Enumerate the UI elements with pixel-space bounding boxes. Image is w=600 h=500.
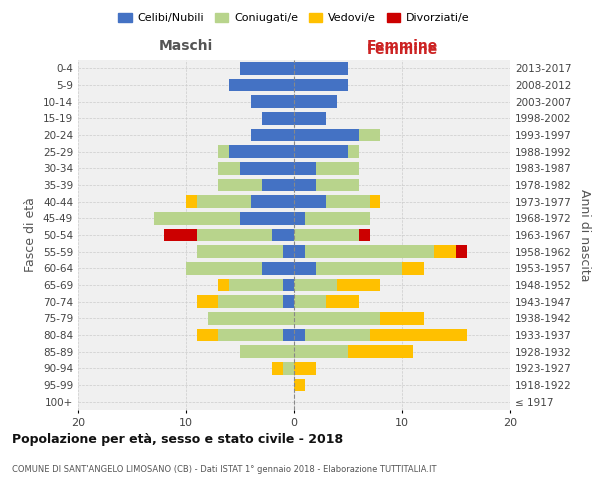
Bar <box>229 146 294 158</box>
Legend: Celibi/Nubili, Coniugati/e, Vedovi/e, Divorziati/e: Celibi/Nubili, Coniugati/e, Vedovi/e, Di… <box>114 8 474 28</box>
Bar <box>197 246 283 258</box>
Bar <box>240 162 294 174</box>
Bar <box>240 62 294 74</box>
Bar <box>262 112 294 124</box>
Bar <box>370 329 467 341</box>
Text: Femmine: Femmine <box>367 42 437 56</box>
Bar <box>294 229 359 241</box>
Bar <box>294 96 337 108</box>
Bar <box>272 362 283 374</box>
Text: Femmine: Femmine <box>367 39 437 53</box>
Bar <box>359 129 380 141</box>
Bar <box>294 279 337 291</box>
Bar <box>316 162 359 174</box>
Bar <box>294 296 326 308</box>
Bar <box>218 146 229 158</box>
Bar <box>294 79 348 92</box>
Bar <box>380 312 424 324</box>
Bar <box>251 196 294 208</box>
Bar <box>434 246 456 258</box>
Bar <box>197 196 251 208</box>
Bar <box>294 246 305 258</box>
Bar <box>294 346 348 358</box>
Bar <box>218 279 229 291</box>
Bar <box>305 329 370 341</box>
Bar <box>294 379 305 391</box>
Bar <box>326 296 359 308</box>
Bar <box>283 246 294 258</box>
Y-axis label: Fasce di età: Fasce di età <box>25 198 37 272</box>
Bar <box>154 212 240 224</box>
Bar <box>240 212 294 224</box>
Bar <box>294 262 316 274</box>
Bar <box>294 312 380 324</box>
Bar <box>402 262 424 274</box>
Y-axis label: Anni di nascita: Anni di nascita <box>578 188 591 281</box>
Bar <box>218 296 283 308</box>
Bar <box>348 346 413 358</box>
Bar <box>326 196 370 208</box>
Bar <box>218 329 283 341</box>
Bar <box>294 329 305 341</box>
Text: Popolazione per età, sesso e stato civile - 2018: Popolazione per età, sesso e stato civil… <box>12 432 343 446</box>
Bar <box>283 296 294 308</box>
Bar <box>218 162 240 174</box>
Bar <box>294 62 348 74</box>
Bar <box>316 262 402 274</box>
Bar <box>359 229 370 241</box>
Bar <box>283 329 294 341</box>
Bar <box>370 196 380 208</box>
Bar <box>294 146 348 158</box>
Bar <box>208 312 294 324</box>
Bar <box>294 212 305 224</box>
Bar <box>316 179 359 192</box>
Text: Maschi: Maschi <box>159 39 213 53</box>
Bar <box>240 346 294 358</box>
Bar <box>186 262 262 274</box>
Bar <box>294 129 359 141</box>
Bar <box>218 179 262 192</box>
Bar <box>337 279 380 291</box>
Bar <box>251 96 294 108</box>
Bar <box>229 79 294 92</box>
Bar <box>164 229 197 241</box>
Text: COMUNE DI SANT'ANGELO LIMOSANO (CB) - Dati ISTAT 1° gennaio 2018 - Elaborazione : COMUNE DI SANT'ANGELO LIMOSANO (CB) - Da… <box>12 466 437 474</box>
Bar <box>262 262 294 274</box>
Bar <box>251 129 294 141</box>
Bar <box>456 246 467 258</box>
Bar <box>294 362 316 374</box>
Bar <box>348 146 359 158</box>
Bar <box>229 279 283 291</box>
Bar <box>305 212 370 224</box>
Bar <box>272 229 294 241</box>
Bar <box>294 162 316 174</box>
Bar <box>283 279 294 291</box>
Bar <box>186 196 197 208</box>
Bar <box>294 112 326 124</box>
Bar <box>197 329 218 341</box>
Bar <box>305 246 434 258</box>
Bar <box>294 179 316 192</box>
Bar <box>197 229 272 241</box>
Bar <box>294 196 326 208</box>
Bar <box>197 296 218 308</box>
Bar <box>262 179 294 192</box>
Bar <box>283 362 294 374</box>
